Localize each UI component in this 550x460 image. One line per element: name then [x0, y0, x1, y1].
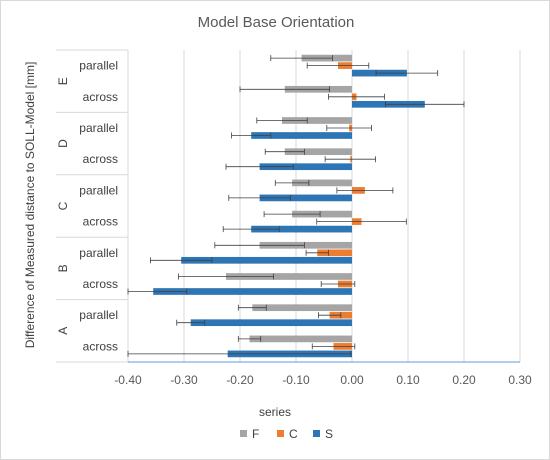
category-label: parallel — [79, 183, 118, 197]
bar-f — [292, 210, 352, 218]
bar-f — [252, 304, 352, 312]
bar-f — [259, 241, 352, 249]
category-label: parallel — [79, 121, 118, 135]
bar-c — [317, 249, 352, 257]
category-label: parallel — [79, 246, 118, 260]
legend-label-f: F — [252, 427, 259, 441]
legend-swatch-f — [240, 430, 247, 437]
group-label: A — [56, 327, 70, 335]
legend-swatch-c — [277, 430, 284, 437]
bar-s — [190, 319, 352, 327]
x-tick-label: -0.10 — [282, 373, 310, 387]
group-label: D — [56, 139, 70, 148]
y-axis-title: Difference of Measured distance to SOLL-… — [23, 62, 37, 349]
group-dividers — [56, 49, 520, 363]
bar-f — [282, 117, 352, 124]
x-tick-label: -0.40 — [114, 373, 142, 387]
category-label: parallel — [79, 59, 118, 73]
x-tick-label: -0.30 — [170, 373, 198, 387]
x-tick-label: 0.30 — [508, 373, 532, 387]
bar-s — [259, 163, 352, 171]
legend-title: series — [259, 405, 291, 419]
category-labels: parallel across parallel across parallel acro… — [79, 59, 118, 354]
category-label: across — [83, 277, 118, 291]
group-label: E — [56, 77, 70, 85]
bar-s — [251, 225, 352, 233]
x-tick-label: 0.10 — [396, 373, 420, 387]
group-label: C — [56, 201, 70, 210]
x-tick-label: -0.20 — [226, 373, 254, 387]
chart-title: Model Base Orientation — [198, 14, 355, 31]
bars — [153, 54, 425, 358]
group-label: B — [56, 264, 70, 272]
category-label: across — [83, 215, 118, 229]
bar-f — [284, 148, 352, 156]
legend-label-s: S — [325, 427, 333, 441]
bar-f — [226, 273, 352, 280]
bar-s — [181, 256, 352, 264]
bar-s — [153, 288, 352, 295]
bar-s — [251, 132, 352, 139]
x-tick-label: 0.20 — [452, 373, 476, 387]
x-tick-label: 0.00 — [340, 373, 364, 387]
category-label: across — [83, 152, 118, 166]
bar-s — [259, 194, 352, 202]
bar-f — [249, 335, 352, 343]
category-label: across — [83, 339, 118, 353]
error-bars — [127, 55, 465, 357]
category-label: across — [83, 90, 118, 104]
x-tick-labels: -0.40 -0.30 -0.20 -0.10 0.00 0.10 0.20 0.30 — [114, 373, 532, 387]
group-labels: E D C B A — [56, 77, 70, 335]
bar-f — [292, 179, 352, 187]
legend-label-c: C — [289, 427, 298, 441]
legend-swatch-s — [313, 430, 320, 437]
category-label: parallel — [79, 308, 118, 322]
